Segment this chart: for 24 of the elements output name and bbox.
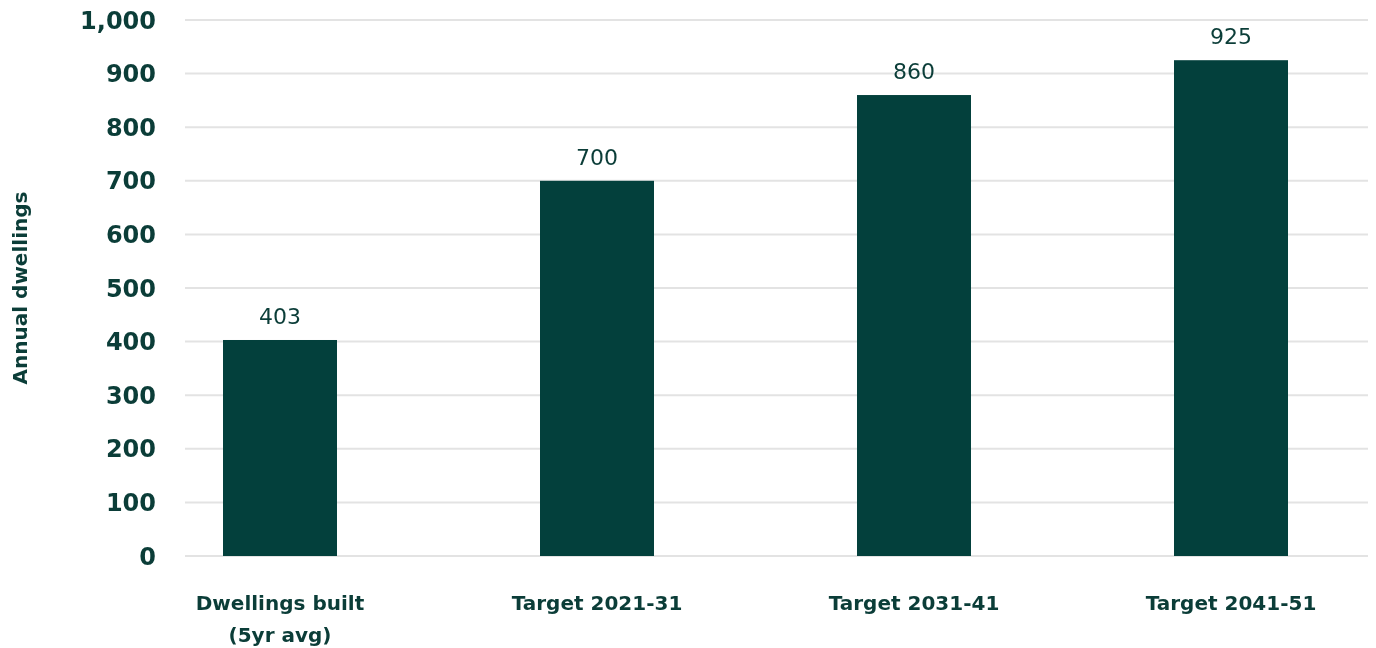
data-label: 700 (576, 144, 618, 170)
y-tick-label: 800 (105, 113, 156, 142)
bar (540, 180, 654, 556)
x-tick-label: Target 2021-31 (511, 591, 683, 615)
y-tick-label: 600 (105, 221, 156, 250)
bar (857, 95, 971, 556)
y-tick-label: 300 (105, 381, 156, 410)
y-tick-label: 900 (105, 60, 156, 89)
y-tick-label: 200 (105, 435, 156, 464)
y-tick-label: 400 (105, 328, 156, 357)
y-axis-title: Annual dwellings (8, 191, 32, 385)
bar (223, 339, 337, 556)
data-label: 403 (259, 303, 301, 329)
data-label: 860 (893, 59, 935, 85)
x-tick-label: Dwellings built (5yr avg) (195, 591, 365, 647)
bar (1174, 60, 1288, 556)
y-tick-label: 1,000 (80, 6, 156, 35)
y-tick-label: 100 (105, 489, 156, 518)
x-tick-label: Target 2041-51 (1145, 591, 1317, 615)
y-tick-label: 700 (105, 167, 156, 196)
data-label: 925 (1210, 24, 1252, 50)
x-tick-label: Target 2031-41 (828, 591, 1000, 615)
y-tick-label: 500 (105, 274, 156, 303)
y-tick-label: 0 (139, 542, 156, 571)
